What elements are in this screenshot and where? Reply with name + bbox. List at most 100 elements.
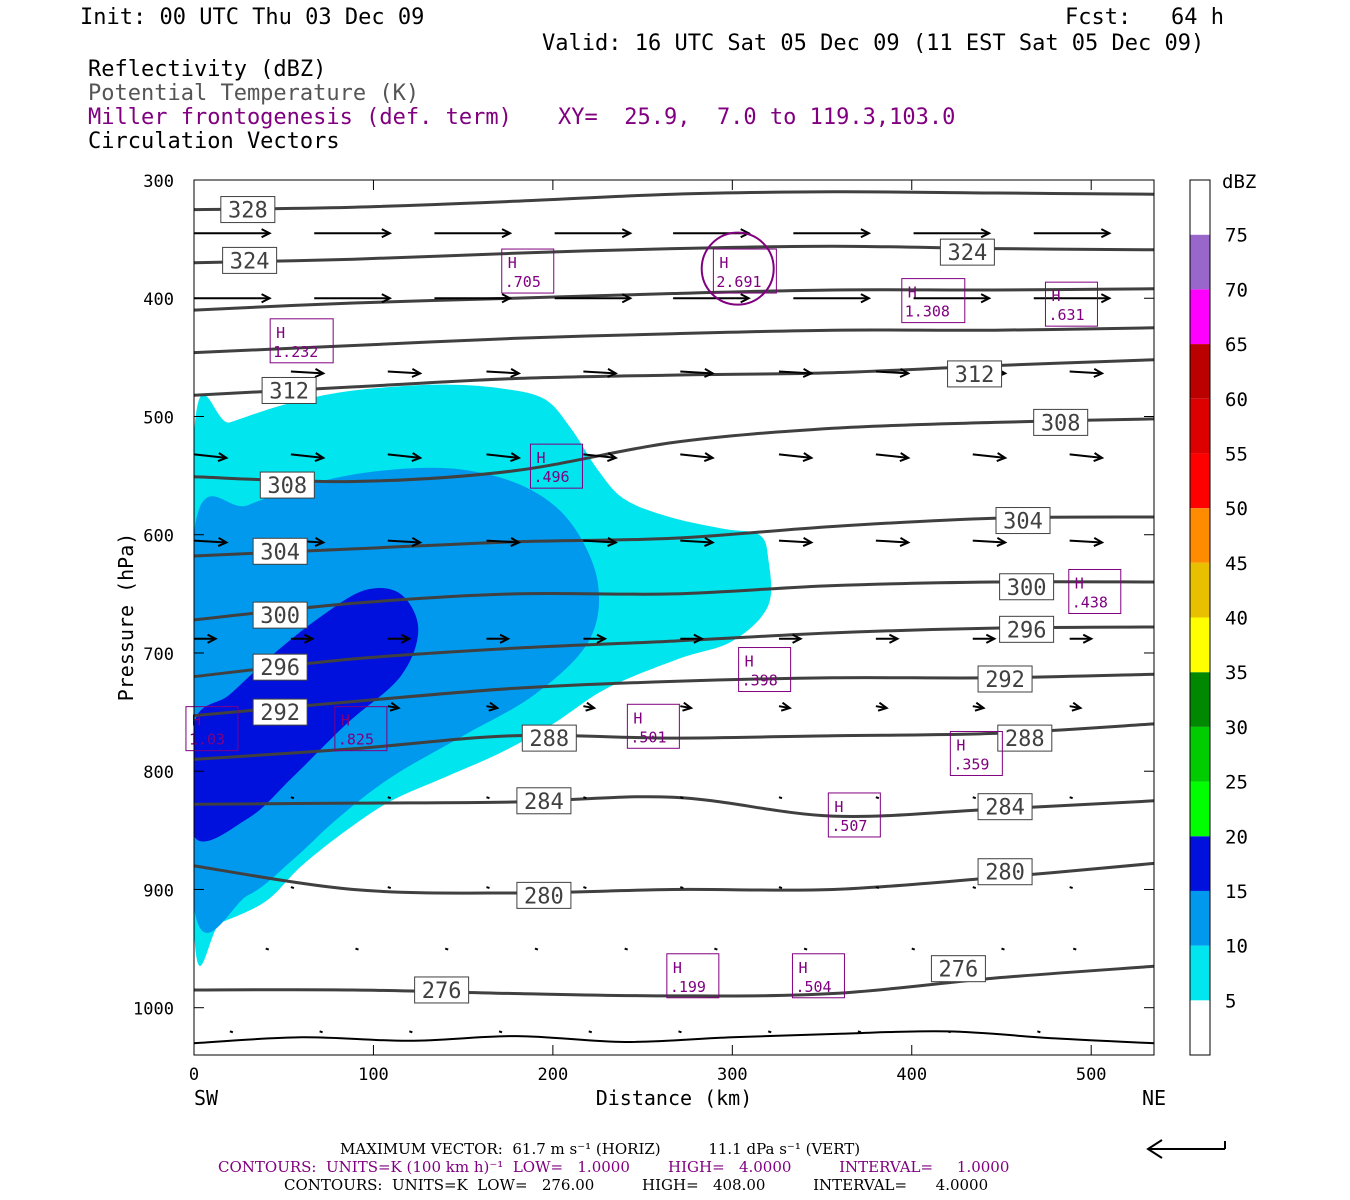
circulation-vector-6-5 [778,701,792,712]
colorbar-label-55: 55 [1225,443,1248,465]
init-time: Init: 00 UTC Thu 03 Dec 09 [80,5,425,30]
valid-time: Valid: 16 UTC Sat 05 Dec 09 (11 EST Sat … [542,31,1205,56]
theta-contour-304 [194,515,1154,558]
theta-label-276-1: 276 [930,955,986,983]
svg-text:288: 288 [529,727,569,752]
svg-text:296: 296 [1007,618,1047,643]
circulation-vector-8-5 [778,886,783,890]
theta-label-292-1: 292 [977,665,1033,693]
circulation-vector-7-1 [387,796,392,800]
circulation-vector-4-6 [778,537,814,547]
colorbar-swatch-30 [1190,672,1210,727]
circulation-vector-5-2 [387,633,412,644]
x-axis-left-end: SW [194,1086,219,1110]
circulation-vector-10-9 [1037,1030,1041,1034]
frontogenesis-max-14: H.504 [791,953,845,999]
colorbar-swatch-45 [1190,508,1210,563]
circulation-vector-3-5 [680,452,715,463]
circulation-vector-9-2 [444,947,449,951]
theta-label-324-1: 324 [939,238,995,266]
vector-key [1146,1139,1226,1159]
theta-label-300-0: 300 [252,601,308,629]
colorbar-swatch-25 [1190,726,1210,782]
svg-text:H: H [536,449,545,467]
colorbar-label-75: 75 [1225,225,1248,247]
svg-text:1.03: 1.03 [189,731,225,749]
svg-text:312: 312 [269,379,309,404]
theta-contour-312 [194,358,1154,397]
theta-label-304-0: 304 [252,537,308,565]
reflectivity-area-10dbz [194,467,600,933]
circulation-vector-8-4 [679,886,684,890]
frontogenesis-max-3: H.631 [1044,281,1098,327]
circulation-vector-6-7 [972,701,986,712]
theta-label-296-1: 296 [999,615,1055,643]
circulation-vector-1-2 [434,293,513,304]
svg-text:292: 292 [260,701,300,726]
colorbar-swatch-70 [1190,234,1210,290]
colorbar-swatch-65 [1190,289,1210,345]
svg-text:284: 284 [985,796,1025,821]
colorbar-label-65: 65 [1225,334,1248,356]
circulation-vector-10-5 [678,1030,682,1034]
svg-text:.199: .199 [670,978,706,996]
svg-text:.496: .496 [533,468,569,486]
circulation-vector-10-3 [498,1030,503,1034]
svg-text:H: H [633,709,642,727]
circulation-vector-5-3 [486,633,511,644]
svg-text:308: 308 [1041,411,1081,436]
circulation-vector-6-1 [387,701,401,712]
footer-max-vector: MAXIMUM VECTOR: 61.7 m s⁻¹ (HORIZ) 11.1 … [340,1140,861,1158]
theta-contour-328 [194,190,1154,212]
circulation-vector-3-6 [778,452,814,463]
circulation-vector-7-6 [875,796,880,800]
circulation-vector-9-7 [911,947,916,951]
frontogenesis-max-12: H.507 [827,792,881,838]
svg-text:.825: .825 [338,731,374,749]
circulation-vector-2-1 [387,367,423,378]
circulation-vector-9-3 [534,947,539,951]
circulation-vector-7-5 [778,796,783,800]
circulation-vector-0-6 [913,228,992,239]
y-tick-label-500: 500 [143,408,174,428]
footer-contours-theta: CONTOURS: UNITS=K LOW= 276.00 HIGH= 408.… [284,1176,989,1194]
y-tick-label-900: 900 [143,881,174,901]
circulation-vector-1-7 [1033,293,1112,304]
theta-contour-320 [194,287,1154,312]
circulation-vector-5-0 [194,633,218,644]
y-tick-label-400: 400 [143,290,174,310]
circulation-vector-4-0 [194,537,229,547]
circulation-vector-8-0 [290,886,295,890]
colorbar-swatch-35 [1190,617,1210,673]
svg-text:324: 324 [948,241,988,266]
frontogenesis-max-9: H.825 [334,706,388,752]
circulation-vector-0-5 [793,228,872,239]
y-axis-label: Pressure (hPa) [114,533,138,702]
circulation-vector-4-2 [387,537,423,547]
frontogenesis-max-6: H.438 [1068,568,1122,614]
theta-contour-300 [194,580,1154,622]
svg-text:304: 304 [1003,510,1043,535]
circulation-vector-7-8 [1069,796,1073,800]
svg-text:H: H [745,653,754,671]
frontogenesis-max-1: H2.691 [712,248,777,294]
circulation-vector-8-2 [486,886,490,890]
circulation-vector-5-6 [778,633,803,644]
theta-contour-288 [194,722,1154,761]
svg-text:H: H [508,254,517,272]
svg-text:.501: .501 [630,728,666,746]
colorbar-label-10: 10 [1225,936,1248,958]
theta-label-328-0: 328 [220,196,276,224]
circulation-vector-3-1 [290,452,326,463]
circulation-vector-0-2 [434,228,513,239]
svg-text:H: H [1051,287,1060,305]
terrain-line [194,1030,1154,1045]
svg-text:H: H [908,284,917,302]
svg-text:H: H [341,712,350,730]
cross-section-endpoints: XY= 25.9, 7.0 to 119.3,103.0 [558,105,956,130]
circulation-vector-3-9 [1069,452,1105,463]
x-tick-label-300: 300 [717,1065,748,1085]
svg-text:H: H [798,959,807,977]
svg-text:308: 308 [267,474,307,499]
circulation-vector-9-6 [803,947,808,951]
